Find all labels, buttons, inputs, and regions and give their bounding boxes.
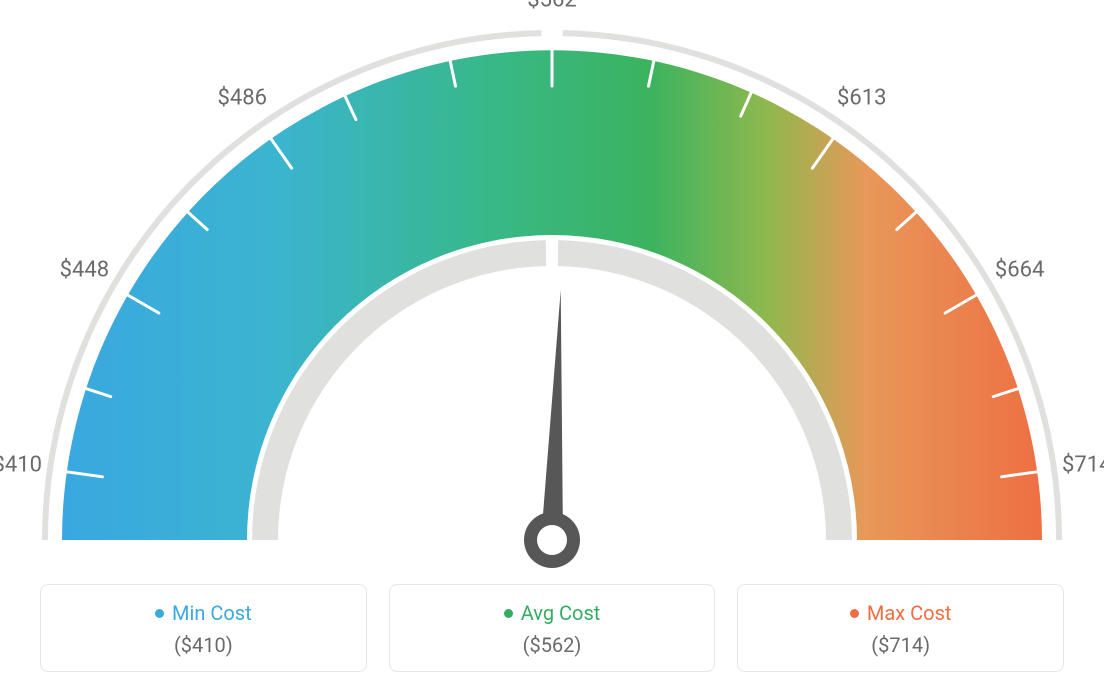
min-dot-icon xyxy=(155,609,164,618)
min-cost-value: ($410) xyxy=(41,633,366,657)
min-cost-card: Min Cost ($410) xyxy=(40,584,367,672)
gauge-svg xyxy=(0,0,1104,570)
gauge-tick-label: $410 xyxy=(0,452,42,477)
summary-cards: Min Cost ($410) Avg Cost ($562) Max Cost… xyxy=(40,584,1064,672)
max-dot-icon xyxy=(850,609,859,618)
gauge-tick-label: $613 xyxy=(837,85,886,110)
cost-gauge: $410 $448 $486 $562 $613 $664 $714 xyxy=(0,0,1104,570)
avg-cost-card: Avg Cost ($562) xyxy=(389,584,716,672)
avg-cost-label: Avg Cost xyxy=(521,601,601,625)
avg-cost-value: ($562) xyxy=(390,633,715,657)
max-cost-label: Max Cost xyxy=(867,601,952,625)
max-cost-card: Max Cost ($714) xyxy=(737,584,1064,672)
gauge-tick-label: $714 xyxy=(1062,452,1104,477)
gauge-tick-label: $448 xyxy=(60,258,109,283)
max-cost-value: ($714) xyxy=(738,633,1063,657)
min-cost-label: Min Cost xyxy=(172,601,252,625)
gauge-tick-label: $486 xyxy=(218,85,267,110)
gauge-tick-label: $664 xyxy=(995,258,1044,283)
avg-dot-icon xyxy=(504,609,513,618)
gauge-tick-label: $562 xyxy=(527,0,576,13)
